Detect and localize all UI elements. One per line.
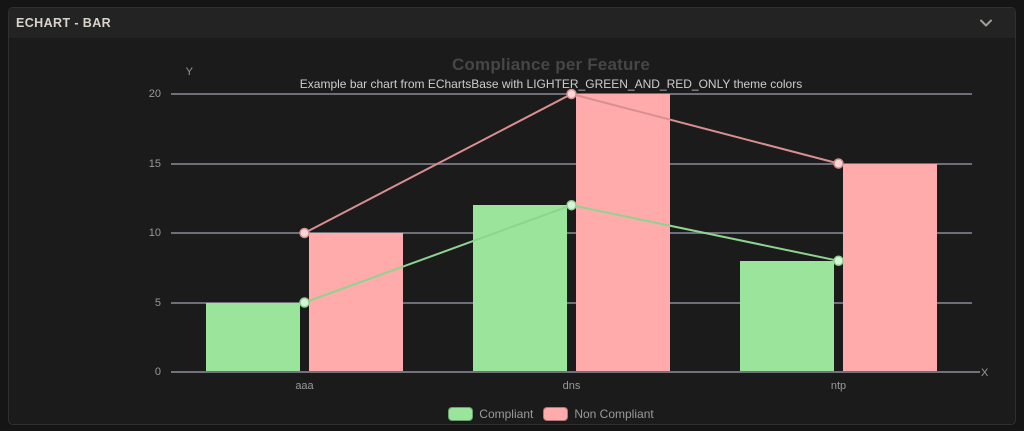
legend-swatch-compliant xyxy=(448,407,474,421)
bar-non-compliant xyxy=(309,233,403,372)
y-axis-name: Y xyxy=(185,66,193,78)
data-point-compliant xyxy=(833,255,844,267)
bar-compliant xyxy=(206,302,300,372)
bar-compliant xyxy=(473,205,567,372)
chevron-down-icon[interactable] xyxy=(975,15,997,31)
legend-swatch-non-compliant xyxy=(543,407,569,421)
legend-item-compliant[interactable]: Compliant xyxy=(448,407,533,421)
legend-label: Non Compliant xyxy=(574,407,654,421)
widget-title: ECHART - BAR xyxy=(16,16,112,30)
echart-bar-widget: ECHART - BAR Compliance per Feature Exam… xyxy=(8,7,1016,425)
gridline xyxy=(171,93,972,95)
data-point-compliant xyxy=(566,199,577,211)
x-axis-line xyxy=(171,371,980,373)
x-tick-label: ntp xyxy=(830,380,847,392)
bar-non-compliant xyxy=(843,163,937,372)
y-tick-label: 15 xyxy=(148,157,161,170)
y-tick-label: 10 xyxy=(148,227,161,239)
bar-compliant xyxy=(740,260,834,372)
legend-label: Compliant xyxy=(479,407,534,421)
legend-item-non-compliant[interactable]: Non Compliant xyxy=(543,407,654,421)
y-tick-label: 5 xyxy=(154,296,161,309)
bar-non-compliant xyxy=(576,94,670,372)
chart-subtitle: Example bar chart from EChartsBase with … xyxy=(299,77,803,91)
x-axis-name: X xyxy=(981,367,989,379)
chart-title: Compliance per Feature xyxy=(451,55,651,74)
y-tick-label: 20 xyxy=(148,88,161,100)
chart-legend: Compliant Non Compliant xyxy=(69,406,1015,422)
widget-header: ECHART - BAR xyxy=(9,8,1015,39)
bar-chart: Compliance per Feature Example bar chart… xyxy=(9,38,1015,424)
x-tick-label: dns xyxy=(562,380,581,392)
y-tick-label: 0 xyxy=(154,366,161,378)
x-tick-label: aaa xyxy=(295,380,314,392)
